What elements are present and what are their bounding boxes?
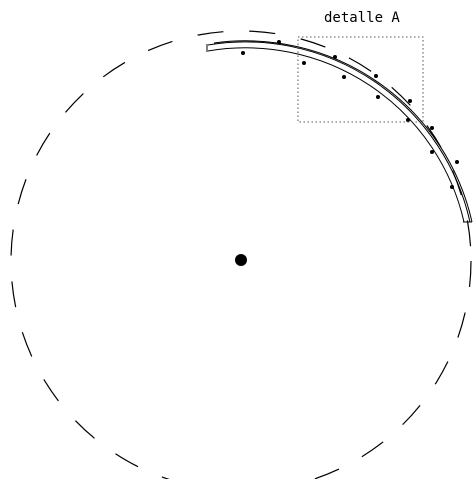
marker-point bbox=[430, 126, 434, 130]
center-point bbox=[235, 254, 247, 266]
curved-bar-outer-line bbox=[213, 40, 473, 223]
marker-point bbox=[450, 185, 454, 189]
dashed-reference-circle bbox=[10, 30, 472, 483]
detail-box bbox=[297, 36, 424, 123]
marker-point bbox=[342, 75, 346, 79]
curved-bar-outer-edge bbox=[207, 41, 471, 223]
marker-point bbox=[430, 150, 434, 154]
marker-point bbox=[241, 51, 245, 55]
marker-point bbox=[374, 74, 378, 78]
curved-bar-inner-edge bbox=[207, 47, 465, 223]
marker-points bbox=[241, 40, 459, 189]
marker-point bbox=[455, 160, 459, 164]
marker-point bbox=[277, 40, 281, 44]
marker-point bbox=[406, 118, 410, 122]
marker-point bbox=[376, 95, 380, 99]
detail-label: detalle A bbox=[324, 10, 400, 26]
marker-point bbox=[302, 61, 306, 65]
curved-bar bbox=[206, 40, 473, 223]
marker-point bbox=[408, 99, 412, 103]
marker-point bbox=[333, 55, 337, 59]
